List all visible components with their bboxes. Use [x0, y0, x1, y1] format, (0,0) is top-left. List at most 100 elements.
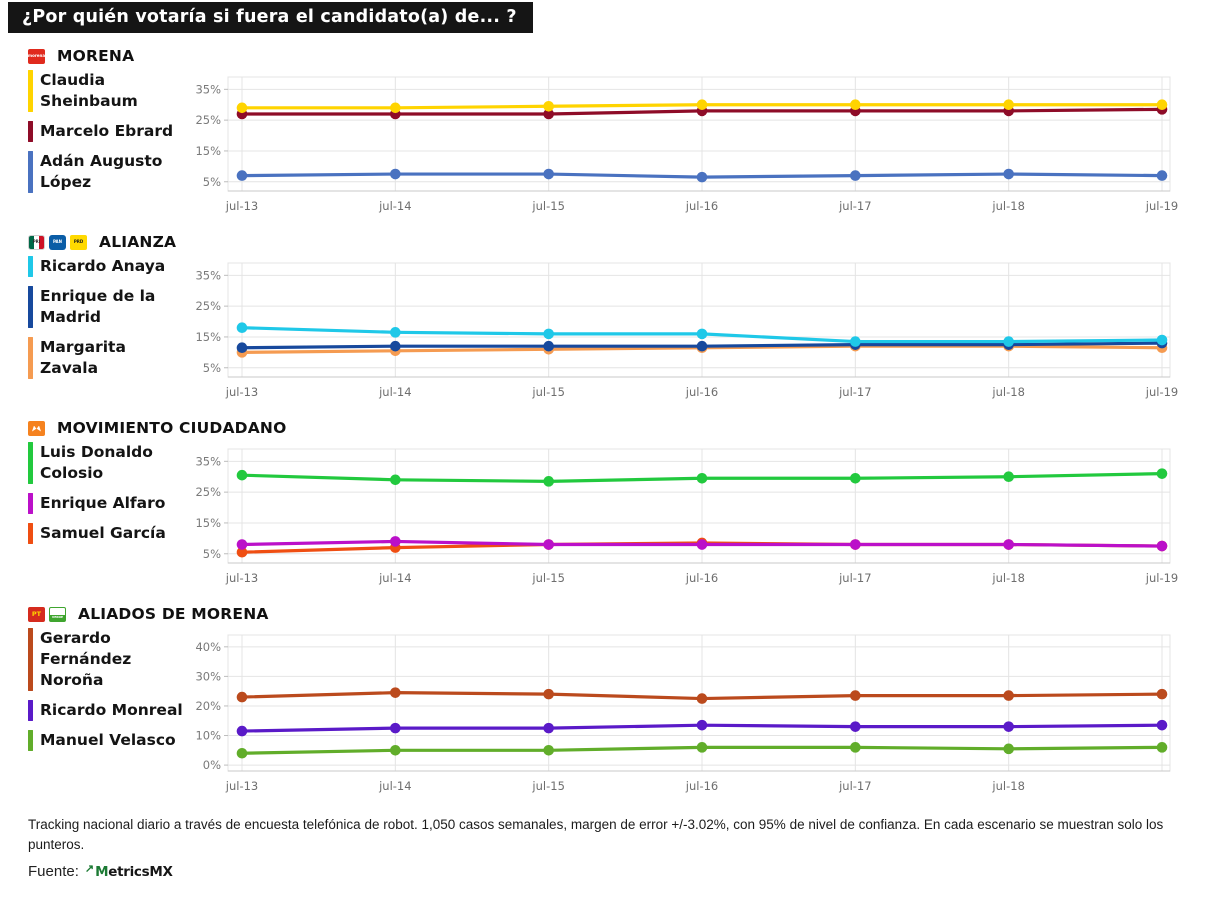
data-point-ad-n-augusto-l-pez: [390, 168, 401, 180]
data-point-enrique-de-la-madrid: [236, 342, 248, 354]
legend-item-luis-donaldo-colosio: Luis Donaldo Colosio: [28, 442, 186, 485]
legend-color-bar: [28, 442, 33, 485]
data-point-gerardo-fern-ndez-noro-a: [1003, 690, 1014, 701]
ytick-label: 40%: [195, 640, 221, 654]
data-point-claudia-sheinbaum: [236, 102, 248, 114]
pri-logo: PRI: [28, 234, 45, 250]
legend-item-gerardo-fern-ndez-noro-a: Gerardo Fernández Noroña: [28, 628, 186, 692]
data-point-claudia-sheinbaum: [1003, 99, 1014, 111]
candidate-name: Marcelo Ebrard: [40, 122, 174, 141]
data-point-enrique-alfaro: [236, 539, 248, 550]
ytick-label: 35%: [195, 82, 221, 96]
panel-body: Gerardo Fernández Noroña Ricardo Monreal M…: [28, 627, 1220, 799]
data-point-enrique-alfaro: [543, 539, 554, 550]
legend-color-bar: [28, 70, 33, 113]
xtick-label: jul-15: [531, 571, 564, 585]
legend-color-bar: [28, 121, 33, 143]
data-point-manuel-velasco: [390, 745, 401, 756]
xtick-label: jul-13: [225, 199, 258, 213]
legend-color-bar: [28, 730, 33, 752]
panel-header: morena MORENA: [28, 46, 1220, 66]
data-point-enrique-alfaro: [390, 536, 401, 547]
data-point-ricardo-monreal: [696, 719, 708, 731]
data-point-enrique-alfaro: [696, 539, 708, 550]
data-point-luis-donaldo-colosio: [1156, 468, 1168, 479]
candidate-name: Claudia Sheinbaum: [40, 71, 138, 111]
data-point-samuel-garc-a: [236, 546, 248, 558]
legend-item-ricardo-monreal: Ricardo Monreal: [28, 700, 186, 722]
ytick-label: 35%: [195, 454, 221, 468]
legend-item-enrique-alfaro: Enrique Alfaro: [28, 493, 186, 515]
xtick-label: jul-19: [1145, 385, 1178, 399]
data-point-gerardo-fern-ndez-noro-a: [850, 690, 861, 701]
data-point-ad-n-augusto-l-pez: [1003, 168, 1014, 180]
data-point-luis-donaldo-colosio: [543, 476, 554, 487]
panel-title: MOVIMIENTO CIUDADANO: [57, 419, 287, 437]
legend: Gerardo Fernández Noroña Ricardo Monreal M…: [28, 627, 186, 752]
xtick-label: jul-18: [991, 571, 1024, 585]
xtick-label: jul-18: [991, 779, 1024, 793]
panel-title: MORENA: [57, 47, 135, 65]
morena-logo: morena: [28, 48, 45, 64]
candidate-name: Ricardo Anaya: [40, 257, 166, 275]
xtick-label: jul-14: [378, 779, 411, 793]
data-point-manuel-velasco: [696, 742, 708, 753]
chart-aliados-de-morena: 40% 30% 20% 10% 0% jul-13 jul-14 jul-15 jul-16 ju…: [195, 634, 1171, 793]
metricsmx-logo: ↗ MetricsMX: [84, 863, 173, 880]
mc-logo: [28, 420, 45, 436]
data-point-ricardo-anaya: [1003, 336, 1014, 347]
xtick-label: jul-15: [531, 199, 564, 213]
panel-body: Claudia Sheinbaum Marcelo Ebrard Adán Augu…: [28, 69, 1220, 219]
legend-color-bar: [28, 493, 33, 515]
data-point-claudia-sheinbaum: [696, 99, 708, 111]
data-point-luis-donaldo-colosio: [1003, 471, 1014, 483]
legend: Luis Donaldo Colosio Enrique Alfaro Samuel…: [28, 441, 186, 545]
legend-item-ricardo-anaya: Ricardo Anaya: [28, 256, 186, 278]
ytick-label: 10%: [195, 729, 221, 743]
xtick-label: jul-13: [225, 779, 258, 793]
data-point-ricardo-monreal: [390, 722, 401, 734]
ytick-label: 25%: [195, 299, 221, 313]
methodology-note: Tracking nacional diario a través de enc…: [28, 817, 1164, 852]
data-point-ad-n-augusto-l-pez: [543, 168, 554, 180]
candidate-name: Enrique Alfaro: [40, 494, 166, 513]
panel-header: PRI PAN PRD ALIANZA: [28, 232, 1220, 252]
panel-title: ALIADOS DE MORENA: [78, 605, 269, 623]
data-point-ad-n-augusto-l-pez: [1156, 170, 1168, 181]
panel-title: ALIANZA: [99, 233, 177, 251]
legend-item-margarita-zavala: Margarita Zavala: [28, 337, 186, 380]
legend: Ricardo Anaya Enrique de la Madrid Margari…: [28, 255, 186, 380]
pan-logo: PAN: [49, 234, 66, 250]
legend-color-bar: [28, 256, 33, 278]
data-point-manuel-velasco: [543, 745, 554, 756]
trend-arrow-icon: ↗: [84, 863, 95, 876]
legend-color-bar: [28, 337, 33, 380]
data-point-gerardo-fern-ndez-noro-a: [390, 687, 401, 698]
data-point-manuel-velasco: [1003, 743, 1014, 755]
legend-item-samuel-garc-a: Samuel García: [28, 523, 186, 545]
panel-aliados-de-morena: PT VERDE ALIADOS DE MORENA Gerardo Fernánde…: [28, 604, 1220, 799]
data-point-luis-donaldo-colosio: [236, 469, 248, 481]
panel-header: PT VERDE ALIADOS DE MORENA: [28, 604, 1220, 624]
data-point-ricardo-anaya: [236, 322, 248, 334]
ytick-label: 15%: [195, 516, 221, 530]
legend-item-marcelo-ebrard: Marcelo Ebrard: [28, 121, 186, 143]
candidate-name: Adán Augusto López: [40, 152, 163, 192]
legend-color-bar: [28, 151, 33, 194]
plot-border: [227, 262, 1171, 378]
data-point-gerardo-fern-ndez-noro-a: [1156, 688, 1168, 700]
ytick-label: 35%: [195, 268, 221, 282]
chart-alianza: 35% 25% 15% 5% jul-13 jul-14 jul-15 jul-16 jul-1…: [195, 262, 1178, 399]
data-point-enrique-de-la-madrid: [696, 340, 708, 352]
chart-movimiento-ciudadano: 35% 25% 15% 5% jul-13 jul-14 jul-15 jul-16 jul-1…: [195, 448, 1178, 585]
xtick-label: jul-13: [225, 571, 258, 585]
ytick-label: 20%: [195, 699, 221, 713]
xtick-label: jul-17: [838, 199, 871, 213]
ytick-label: 30%: [195, 669, 221, 683]
data-point-ricardo-anaya: [696, 328, 708, 340]
data-point-ricardo-monreal: [850, 721, 861, 732]
legend-color-bar: [28, 700, 33, 722]
xtick-label: jul-17: [838, 779, 871, 793]
data-point-ricardo-monreal: [236, 725, 248, 737]
xtick-label: jul-16: [685, 571, 718, 585]
